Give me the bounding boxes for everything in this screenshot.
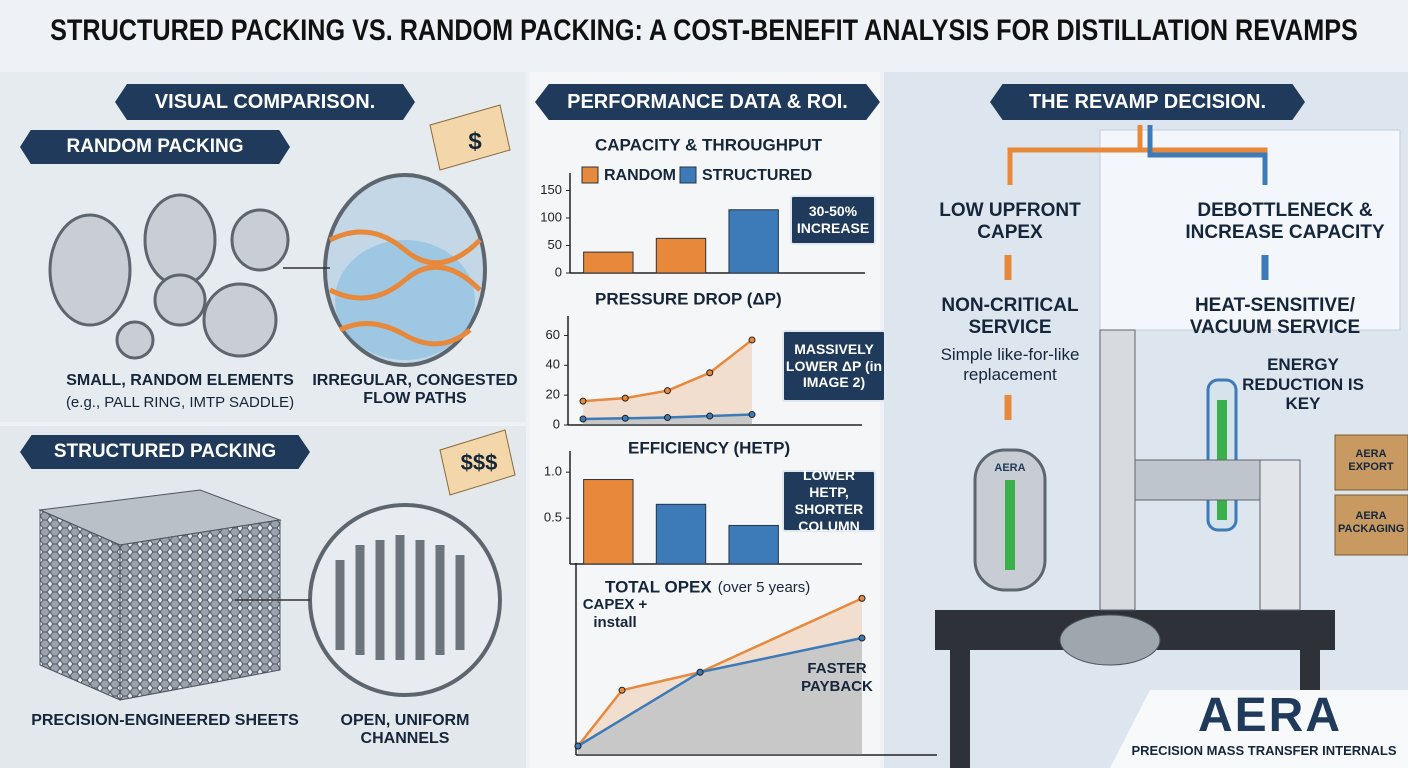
area [578, 638, 862, 755]
y-tick-label: 50 [548, 237, 562, 252]
line [577, 597, 863, 747]
box-label: AERA EXPORT [1348, 448, 1394, 473]
point [706, 412, 714, 420]
bar [728, 524, 779, 565]
price-tag [439, 429, 516, 496]
point [574, 742, 582, 750]
random-rings [48, 193, 290, 360]
section-heading: THE REVAMP DECISION. [990, 84, 1305, 120]
bar [655, 503, 707, 565]
area [583, 339, 752, 425]
subsection-heading: RANDOM PACKING [20, 130, 290, 164]
y-tick-label: 20 [546, 387, 560, 402]
point [621, 414, 629, 422]
y-tick-label: 0 [553, 416, 560, 431]
box-label: AERA PACKAGING [1338, 510, 1405, 535]
point [579, 397, 587, 405]
y-tick-label: 100 [540, 209, 562, 224]
annotation: FASTER PAYBACK [801, 660, 873, 695]
caption: SMALL, RANDOM ELEMENTS [66, 372, 294, 389]
chart-title: EFFICIENCY (HETP) [628, 438, 790, 457]
charts: CAPACITY & THROUGHPUT 0 50 100 150 RANDOM STRU… [540, 135, 937, 756]
box [1334, 494, 1408, 556]
point [858, 634, 866, 642]
annotation: 30-50% INCREASE [790, 195, 876, 245]
tagline: PRECISION MASS TRANSFER INTERNALS [1131, 743, 1397, 758]
price: $ [468, 128, 482, 155]
point [664, 387, 671, 395]
price: $$$ [460, 450, 498, 475]
annotation: LOWER HETP, SHORTER COLUMN [782, 467, 876, 534]
chart-title: TOTAL OPEX [605, 577, 712, 596]
chart-subtitle: (over 5 years) [718, 579, 811, 596]
point [618, 686, 626, 694]
caption: (e.g., PALL RING, IMTP SADDLE) [65, 394, 295, 411]
caption: OPEN, UNIFORM CHANNELS [340, 712, 470, 748]
vessel [973, 448, 1047, 592]
bar [728, 209, 779, 274]
point [748, 336, 756, 344]
brand-panel [1110, 690, 1408, 768]
chart-title: PRESSURE DROP (ΔP) [595, 289, 782, 308]
structured-block [38, 489, 282, 701]
y-tick-label: 150 [540, 182, 562, 197]
decision-arrow [1147, 125, 1268, 185]
legend-label: STRUCTURED [702, 167, 812, 184]
decision-text: HEAT-SENSITIVE/ VACUUM SERVICE [1189, 295, 1361, 338]
y-tick-label: 0.5 [544, 510, 562, 525]
point [858, 594, 866, 602]
random-column [323, 173, 487, 367]
area [578, 598, 862, 755]
page-title: STRUCTURED PACKING VS. RANDOM PACKING: A… [50, 14, 1358, 47]
point [664, 414, 671, 422]
section-heading: VISUAL COMPARISON. [115, 84, 415, 120]
y-tick-label: 1.0 [544, 464, 562, 479]
decision-text: NON-CRITICAL SERVICE [941, 295, 1079, 338]
decision-text: DEBOTTLENECK & INCREASE CAPACITY [1185, 200, 1385, 243]
point [579, 415, 587, 423]
y-tick-label: 0 [555, 264, 562, 279]
machine [935, 329, 1335, 768]
bar [655, 237, 707, 274]
decision-text: LOW UPFRONT CAPEX [939, 200, 1081, 243]
bar [583, 479, 634, 565]
annotation: CAPEX + install [582, 596, 648, 631]
caption: IRREGULAR, CONGESTED FLOW PATHS [312, 372, 518, 408]
legend-label: RANDOM [604, 167, 676, 184]
decision-text: Simple like-for-like replacement [940, 345, 1080, 384]
y-tick-label: 60 [546, 327, 560, 342]
decision-text: ENERGY REDUCTION IS KEY [1242, 355, 1364, 414]
legend-swatch [679, 166, 697, 184]
structured-channels [308, 503, 502, 697]
vessel-label: AERA [994, 462, 1026, 474]
legend-swatch [581, 166, 599, 184]
point [696, 668, 704, 676]
box [1334, 434, 1408, 491]
section-heading: PERFORMANCE DATA & ROI. [535, 84, 880, 120]
window [1099, 129, 1401, 331]
bar [583, 251, 634, 274]
annotation: MASSIVELY LOWER ΔP (in IMAGE 2) [782, 330, 886, 402]
subsection-heading: STRUCTURED PACKING [20, 435, 310, 469]
point [621, 394, 629, 402]
logo: AERA [1197, 689, 1342, 742]
caption: PRECISION-ENGINEERED SHEETS [31, 712, 299, 729]
chart-title: CAPACITY & THROUGHPUT [595, 135, 823, 154]
price-tag [429, 104, 511, 171]
point [706, 369, 714, 377]
y-tick-label: 40 [546, 357, 560, 372]
point [748, 411, 756, 419]
